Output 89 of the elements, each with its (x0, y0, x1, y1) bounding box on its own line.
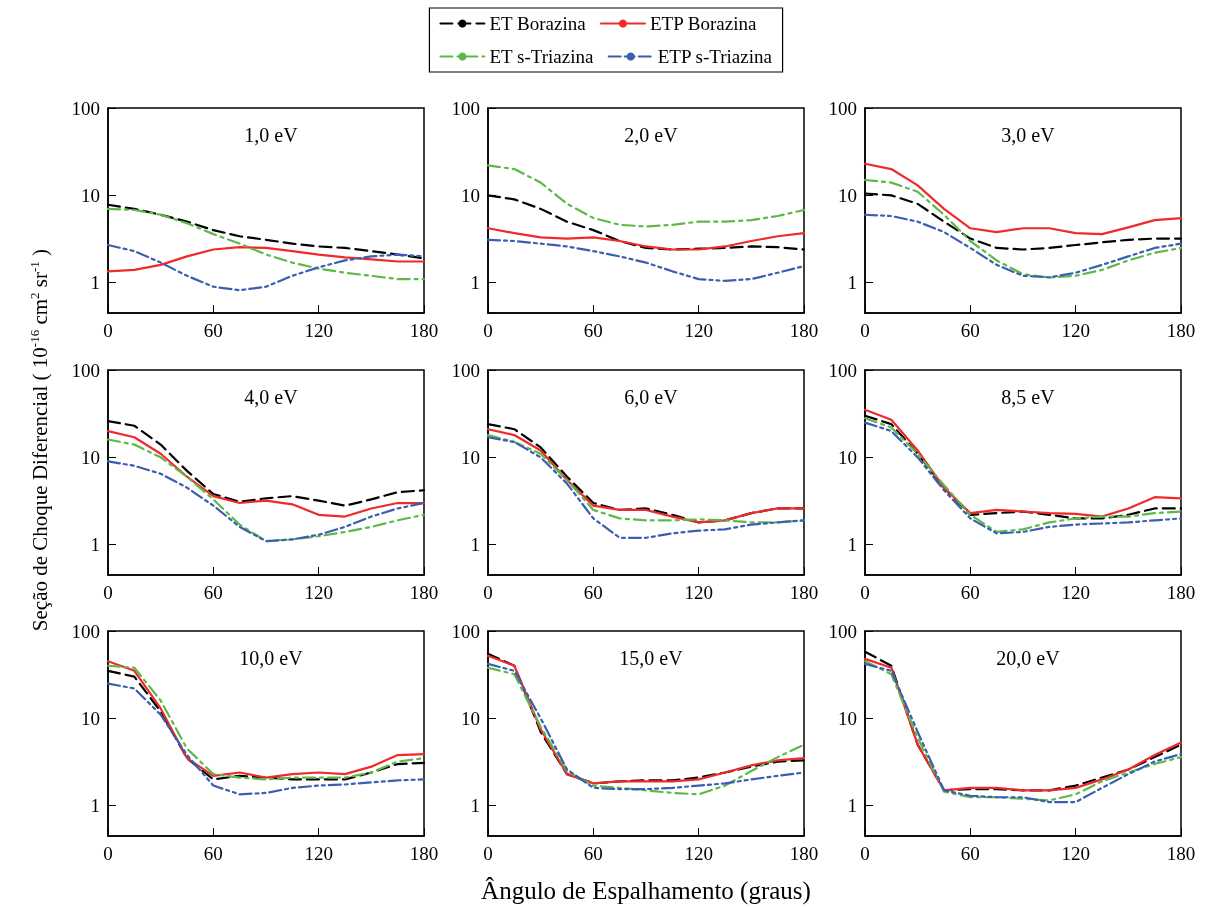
x-tick-label: 120 (304, 582, 333, 603)
line-series (106, 246, 426, 273)
x-tick-label: 0 (103, 320, 113, 341)
y-tick-label: 100 (451, 620, 480, 642)
x-tick-label: 180 (1166, 843, 1196, 864)
x-tick-label: 120 (684, 843, 713, 864)
x-tick-label: 120 (304, 843, 333, 864)
y-tick-label: 100 (828, 359, 857, 381)
y-tick-label: 1 (847, 795, 857, 817)
text: 2,0 eV (624, 124, 679, 146)
line-series (486, 227, 806, 251)
y-tick-label: 100 (71, 359, 100, 381)
line-series (863, 178, 1183, 279)
text: 3,0 eV (1001, 124, 1056, 146)
legend-label: ET Borazina (489, 13, 587, 34)
x-tick-label: 120 (684, 582, 713, 603)
text: 10,0 eV (239, 647, 304, 669)
text: 8,5 eV (1001, 386, 1056, 408)
x-tick-label: 0 (860, 320, 870, 341)
text: 15,0 eV (619, 647, 684, 669)
x-axis-title: Ângulo de Espalhamento (graus) (481, 877, 811, 905)
y-tick-label: 10 (461, 707, 480, 729)
x-tick-label: 60 (960, 320, 980, 341)
y-tick-label: 1 (470, 795, 480, 817)
y-tick-label: 1 (847, 534, 857, 556)
text: 4,0 eV (244, 386, 299, 408)
x-tick-label: 180 (409, 843, 439, 864)
x-tick-label: 60 (583, 582, 603, 603)
x-tick-label: 120 (684, 320, 713, 341)
line-series (106, 460, 426, 543)
line-series (106, 682, 426, 796)
y-tick-label: 10 (81, 446, 100, 468)
x-tick-label: 180 (789, 843, 819, 864)
x-tick-label: 180 (789, 320, 819, 341)
y-tick-label: 100 (71, 620, 100, 642)
x-tick-label: 180 (409, 582, 439, 603)
y-tick-label: 10 (838, 184, 857, 206)
y-tick-label: 10 (461, 184, 480, 206)
x-tick-label: 60 (960, 582, 980, 603)
x-tick-label: 0 (483, 582, 493, 603)
x-tick-label: 180 (1166, 320, 1196, 341)
x-tick-label: 0 (860, 582, 870, 603)
x-tick-label: 180 (1166, 582, 1196, 603)
line-series (106, 207, 426, 281)
y-tick-label: 100 (828, 620, 857, 642)
y-tick-label: 10 (838, 707, 857, 729)
legend-label: ETP s-Triazina (657, 46, 773, 67)
x-tick-label: 60 (583, 843, 603, 864)
x-tick-label: 120 (304, 320, 333, 341)
x-tick-label: 0 (483, 843, 493, 864)
x-tick-label: 120 (1061, 582, 1090, 603)
y-tick-label: 1 (847, 272, 857, 294)
y-tick-label: 100 (451, 359, 480, 381)
text: 20,0 eV (996, 647, 1061, 669)
x-tick-label: 0 (103, 582, 113, 603)
y-tick-label: 100 (71, 97, 100, 119)
x-tick-label: 60 (960, 843, 980, 864)
y-tick-label: 1 (90, 795, 100, 817)
legend-label: ETP Borazina (649, 13, 757, 34)
x-tick-label: 0 (483, 320, 493, 341)
y-tick-label: 100 (451, 97, 480, 119)
text: 1,0 eV (244, 124, 299, 146)
y-tick-label: 10 (838, 446, 857, 468)
x-tick-label: 120 (1061, 843, 1090, 864)
line-series (863, 162, 1183, 236)
y-tick-label: 10 (81, 184, 100, 206)
y-tick-label: 1 (90, 272, 100, 294)
y-tick-label: 10 (461, 446, 480, 468)
y-tick-label: 1 (470, 272, 480, 294)
line-series (486, 164, 806, 228)
legend-label: ET s-Triazina (489, 46, 594, 67)
x-tick-label: 0 (860, 843, 870, 864)
x-tick-label: 60 (583, 320, 603, 341)
text: 6,0 eV (624, 386, 679, 408)
line-series (106, 438, 426, 543)
x-tick-label: 180 (789, 582, 819, 603)
line-series (863, 213, 1183, 279)
line-series (106, 429, 426, 518)
y-tick-label: 1 (470, 534, 480, 556)
y-tick-label: 1 (90, 534, 100, 556)
x-tick-label: 60 (203, 320, 223, 341)
x-tick-label: 60 (203, 843, 223, 864)
x-tick-label: 180 (409, 320, 439, 341)
x-tick-label: 60 (203, 582, 223, 603)
y-tick-label: 10 (81, 707, 100, 729)
y-tick-label: 100 (828, 97, 857, 119)
x-tick-label: 0 (103, 843, 113, 864)
line-series (486, 436, 806, 539)
x-tick-label: 120 (1061, 320, 1090, 341)
